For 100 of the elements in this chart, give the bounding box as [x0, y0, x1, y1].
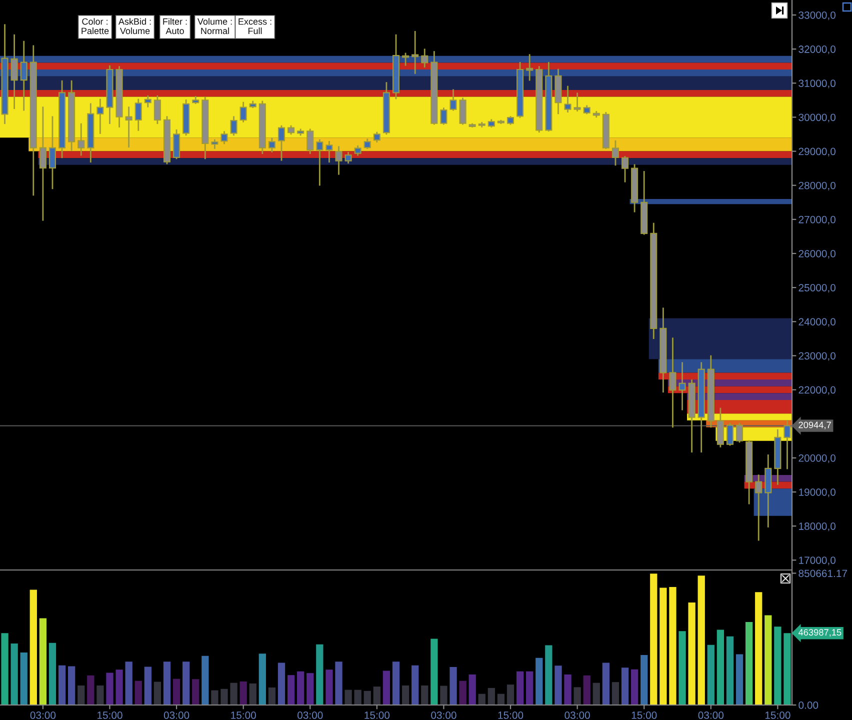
- bar: [612, 682, 620, 705]
- annotation: Color : Palette: [82, 18, 109, 34]
- bar: [745, 622, 753, 705]
- candlestick: [278, 125, 286, 161]
- bar: [163, 662, 171, 705]
- bar: [382, 670, 390, 705]
- bar: [1, 633, 8, 705]
- bar: [10, 644, 18, 705]
- bar: [526, 671, 534, 705]
- candlestick: [306, 128, 314, 154]
- y-tick-label: 30000,0: [798, 114, 836, 122]
- bar: [306, 673, 314, 705]
- bar: [30, 590, 37, 705]
- y-tick-label: 19000,0: [799, 488, 836, 498]
- candlestick: [402, 52, 410, 66]
- bar: [630, 669, 638, 705]
- annotation: Excess : Full: [238, 18, 272, 34]
- bar: [182, 662, 190, 705]
- candlestick: [574, 92, 581, 112]
- bar: [755, 592, 762, 705]
- candlestick: [526, 54, 534, 81]
- x-tick-label: 03:00: [564, 712, 590, 719]
- candlestick: [716, 408, 724, 448]
- bar: [106, 672, 114, 705]
- x-tick-label: 15:00: [97, 712, 122, 719]
- candlestick: [78, 123, 85, 156]
- x-tick-label: 03:00: [698, 712, 724, 719]
- bar: [211, 690, 218, 705]
- candlestick: [335, 146, 342, 175]
- bar: [249, 683, 256, 705]
- x-tick-label: 03:00: [297, 712, 323, 719]
- y-tick-label: 26000,0: [798, 250, 836, 259]
- bar: [459, 680, 466, 705]
- bar: [230, 682, 238, 705]
- bar: [536, 658, 543, 705]
- y-tick-label: 24000,0: [798, 318, 836, 327]
- bar: [344, 690, 352, 705]
- y-tick-label: 18000,0: [799, 522, 836, 532]
- candlestick: [20, 40, 28, 111]
- ref-line-label: 20944,7: [798, 422, 831, 430]
- candlestick: [669, 338, 676, 428]
- y-tick-label: 32000,0: [798, 46, 836, 54]
- x-tick-label: 15:00: [632, 712, 657, 719]
- x-tick-label: 03:00: [431, 712, 456, 719]
- candlestick: [173, 129, 180, 160]
- bar: [640, 654, 648, 705]
- bar: [774, 626, 782, 705]
- x-tick-label: 03:00: [164, 712, 190, 719]
- bar: [20, 652, 28, 705]
- text: 463987,15: [798, 629, 842, 637]
- y-tick-label: 31000,0: [798, 80, 836, 88]
- candlestick: [622, 156, 629, 182]
- candlestick: [39, 106, 46, 221]
- y-tick-label: 29000,0: [798, 148, 836, 156]
- candlestick: [220, 131, 228, 144]
- bar: [669, 586, 676, 705]
- candlestick: [373, 132, 380, 142]
- bar: [564, 674, 572, 705]
- bar: [660, 588, 667, 705]
- bar: [450, 667, 457, 705]
- bar: [87, 675, 94, 705]
- bar: [468, 674, 476, 705]
- x-tick-label: 15:00: [498, 712, 524, 719]
- bar: [488, 688, 495, 705]
- bar: [574, 687, 581, 705]
- bar: [134, 680, 142, 705]
- bar: [698, 576, 705, 705]
- y-tick-label: 23000,0: [798, 352, 836, 361]
- bar: [412, 665, 419, 705]
- x-tick-label: 03:00: [30, 712, 56, 719]
- bar: [39, 618, 47, 705]
- candlestick: [344, 152, 352, 164]
- candlestick: [784, 420, 791, 470]
- candlestick: [459, 98, 466, 125]
- bar: [96, 685, 104, 705]
- candlestick: [450, 89, 457, 111]
- bar: [478, 694, 486, 705]
- bar: [78, 685, 85, 705]
- bar: [172, 678, 180, 705]
- y-tick-label: 33000,0: [798, 11, 836, 20]
- bar: [154, 682, 162, 705]
- y-tick-label: 22000,0: [798, 386, 836, 395]
- bar: [316, 644, 324, 705]
- bar: [354, 690, 362, 705]
- bar: [726, 636, 734, 705]
- candlestick: [421, 48, 428, 68]
- bar: [602, 662, 610, 705]
- bar: [48, 642, 56, 705]
- bar: [68, 666, 76, 705]
- bar: [621, 668, 629, 705]
- bar: [506, 684, 514, 705]
- candlestick: [326, 141, 333, 163]
- bar: [678, 631, 686, 705]
- bar: [688, 602, 696, 705]
- bar: [125, 662, 132, 705]
- bar: [58, 665, 66, 705]
- bar: [287, 675, 295, 705]
- bar: [440, 686, 448, 705]
- bar: [268, 687, 276, 705]
- bar: [430, 638, 438, 705]
